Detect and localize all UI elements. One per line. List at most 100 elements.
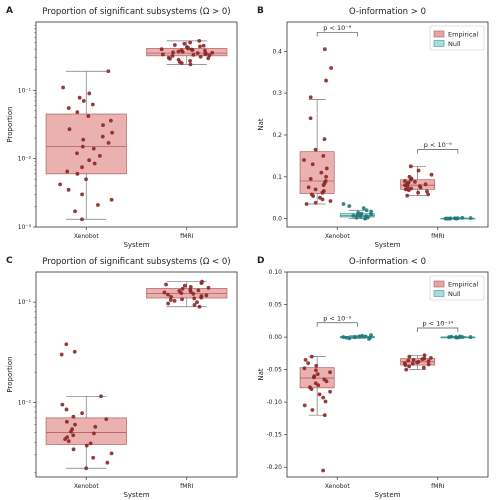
legend-swatch: [433, 40, 445, 47]
data-point: [75, 110, 80, 115]
data-point: [426, 362, 431, 367]
data-point: [313, 147, 318, 152]
data-point: [106, 141, 111, 145]
data-point: [328, 370, 332, 375]
data-point: [347, 204, 352, 208]
data-point: [64, 342, 69, 347]
data-point: [410, 361, 415, 366]
data-point: [80, 165, 84, 170]
y-tick-label: 0.0: [272, 216, 282, 223]
data-point: [426, 192, 431, 197]
data-point: [420, 357, 425, 362]
data-point: [341, 335, 346, 339]
y-tick-label: 0.2: [272, 132, 282, 139]
y-axis-label: Proportion: [6, 106, 14, 142]
data-point: [73, 209, 77, 214]
data-point: [188, 62, 193, 67]
y-tick-label: 0.10: [269, 269, 283, 276]
y-tick-label: 0.1: [272, 174, 282, 181]
data-point: [454, 335, 459, 340]
data-point: [302, 366, 307, 371]
data-point: [416, 190, 421, 195]
data-point: [423, 182, 428, 187]
data-point: [64, 419, 69, 424]
data-point: [310, 162, 315, 167]
data-point: [447, 335, 451, 339]
data-point: [191, 291, 196, 296]
data-point: [315, 372, 320, 377]
axes-frame: [35, 271, 238, 478]
y-axis-label: Nat: [257, 118, 265, 131]
data-point: [65, 169, 70, 174]
panel-letter: D: [257, 256, 264, 266]
p-value-label: p < 10⁻⁹: [323, 314, 351, 322]
legend-label: Null: [448, 40, 461, 48]
data-point: [302, 158, 306, 162]
data-point: [206, 285, 211, 290]
bracket-line: [316, 322, 358, 327]
y-tick-label: 10⁻²: [18, 156, 32, 163]
data-point: [405, 193, 410, 198]
data-point: [425, 189, 429, 194]
data-point: [322, 413, 327, 418]
significance-bracket: p < 10⁻¹⁴: [417, 319, 459, 332]
data-point: [328, 389, 333, 394]
data-point: [203, 48, 207, 53]
data-point: [71, 414, 76, 419]
data-point: [409, 177, 413, 182]
data-point: [308, 95, 313, 100]
bracket-line: [316, 32, 358, 37]
panel-d: D O-information < 0 0.10 0.05 0.00 -0.05 -0.10…: [257, 256, 489, 499]
data-point: [311, 375, 316, 380]
chart-title: Proportion of significant subsystems (Ω …: [42, 257, 230, 267]
data-point: [59, 352, 64, 357]
data-point: [206, 56, 211, 61]
data-point: [406, 188, 411, 193]
data-point: [108, 118, 113, 123]
data-point: [109, 451, 114, 456]
chart-title: O-information < 0: [349, 257, 426, 267]
data-point: [182, 41, 187, 46]
chart-title: O-information > 0: [349, 7, 426, 17]
data-point: [447, 216, 452, 221]
x-tick-label: Xenobot: [325, 483, 350, 490]
data-point: [160, 52, 165, 57]
data-point: [322, 137, 327, 142]
data-point: [99, 394, 103, 399]
data-point: [404, 367, 409, 372]
data-point: [192, 302, 197, 307]
data-point: [321, 468, 326, 473]
data-point: [159, 47, 164, 52]
legend-swatch: [433, 290, 445, 297]
panel-letter: C: [6, 256, 13, 266]
data-point: [319, 170, 324, 175]
data-point: [162, 290, 167, 295]
data-point: [110, 130, 115, 135]
significance-bracket: p < 10⁻⁹: [417, 141, 459, 154]
y-axis-label: Proportion: [6, 356, 14, 392]
data-point: [96, 203, 100, 207]
data-point: [413, 179, 417, 184]
data-point: [69, 429, 73, 434]
data-point: [84, 443, 89, 448]
data-point: [91, 146, 96, 151]
panel-letter: A: [6, 6, 13, 16]
data-point: [64, 407, 69, 412]
data-point: [468, 335, 473, 339]
data-point: [66, 187, 71, 192]
data-point: [210, 50, 215, 55]
data-point: [344, 335, 349, 340]
data-point: [88, 441, 93, 446]
data-point: [308, 176, 313, 181]
data-point: [60, 402, 65, 407]
data-point: [75, 151, 79, 156]
data-point: [341, 202, 346, 206]
data-point: [72, 349, 77, 354]
legend-swatch: [433, 30, 445, 38]
legend: Empirical Null: [429, 25, 485, 51]
x-tick-label: Xenobot: [74, 233, 99, 240]
data-point: [351, 213, 356, 218]
data-point: [302, 403, 307, 408]
p-value-label: p < 10⁻¹⁴: [422, 319, 453, 327]
x-tick-label: Xenobot: [74, 483, 99, 490]
